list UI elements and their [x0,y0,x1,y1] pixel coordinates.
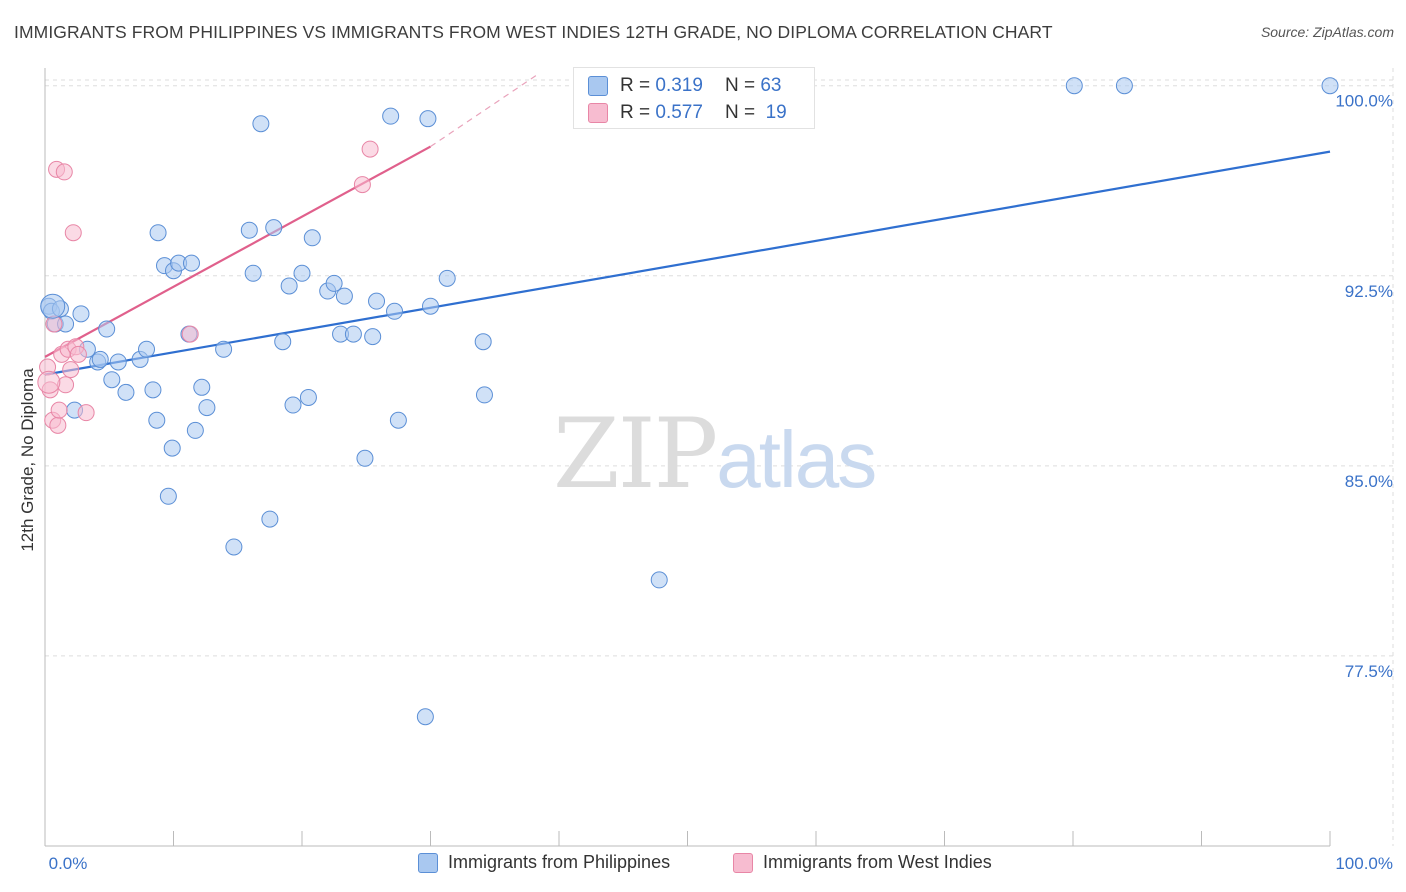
philippines-point [364,328,382,346]
west-indies-point [353,176,371,194]
y-tick-label: 100.0% [1335,92,1393,111]
west-indies-r-value: 0.577 [655,102,703,123]
west-indies-point [50,401,68,419]
philippines-point [215,340,233,358]
n-label: N = [724,102,756,123]
philippines-point [159,487,177,505]
philippines-point [325,274,343,292]
west-indies-point [62,361,80,379]
philippines-point [389,411,407,429]
philippines-point [261,510,279,528]
philippines-point [148,411,166,429]
philippines-trend-line [44,150,1331,376]
tick-labels: 77.5% 85.0% 92.5% 100.0% 0.0% 100.0% [49,92,1393,873]
philippines-point [303,229,321,247]
philippines-point [284,396,302,414]
philippines-point [416,708,434,726]
philippines-point [650,571,668,589]
philippines-point [240,221,258,239]
west-indies-point [69,345,87,363]
philippines-point [265,219,283,237]
philippines-point [193,378,211,396]
west-indies-swatch [588,103,608,123]
philippines-n-value: 63 [760,75,782,96]
stats-row-west-indies: R = 0.577 N = 19 [588,100,787,126]
source-label: Source: ZipAtlas.com [1260,24,1394,40]
philippines-point [438,269,456,287]
philippines-point [293,264,311,282]
philippines-point [1321,77,1339,95]
philippines-point [1115,77,1133,95]
stats-legend: R = 0.319 N = 63 R = 0.577 N = 19 [573,67,815,129]
philippines-point [72,305,90,323]
philippines-r-value: 0.319 [655,75,703,96]
philippines-point [382,107,400,125]
r-label: R = [620,75,651,96]
philippines-point [422,297,439,315]
west-indies-point [37,370,61,394]
west-indies-legend-swatch [733,852,753,873]
philippines-point [475,386,493,404]
west-indies-point [55,163,73,181]
philippines-legend-label: Immigrants from Philippines [448,852,671,872]
y-tick-label: 92.5% [1345,282,1393,301]
philippines-point [474,333,492,351]
philippines-point [144,381,162,399]
philippines-point [163,439,181,457]
philippines-point [117,383,135,401]
philippines-point [91,350,109,368]
philippines-point [98,320,116,338]
philippines-point [198,399,216,417]
y-tick-label: 77.5% [1345,662,1393,681]
philippines-point [280,277,298,295]
philippines-point [109,353,127,371]
philippines-point [335,287,353,305]
west-indies-point [49,416,67,434]
axes [44,68,1331,847]
philippines-point [244,264,262,282]
philippines-point [186,421,204,439]
philippines-point [225,538,243,556]
philippines-point [252,115,270,133]
philippines-point [149,224,167,242]
x-tick-label: 0.0% [49,854,88,873]
philippines-point [299,388,317,406]
philippines-point [356,449,374,467]
philippines-point [419,110,437,128]
philippines-point [182,254,200,272]
x-tick-label: 100.0% [1335,854,1393,873]
y-tick-label: 85.0% [1345,472,1393,491]
west-indies-point [77,404,95,422]
legend-item-philippines[interactable]: Immigrants from Philippines [418,852,670,873]
west-indies-legend-label: Immigrants from West Indies [763,852,992,872]
watermark: ZIPatlas [553,398,877,510]
philippines-point [344,325,362,343]
stats-row-philippines: R = 0.319 N = 63 [588,73,781,99]
r-label: R = [620,102,651,123]
west-indies-point [64,224,82,242]
n-label: N = [724,75,756,96]
data-points [37,77,1339,726]
legend-item-west-indies[interactable]: Immigrants from West Indies [733,852,992,873]
grid-lines [45,68,1394,846]
philippines-legend-swatch [418,852,438,873]
philippines-point [1065,77,1083,95]
west-indies-point [181,325,199,343]
west-indies-n-value: 19 [765,102,787,123]
philippines-swatch [588,76,608,96]
west-indies-trend-extension [430,72,541,148]
philippines-point [386,302,404,320]
philippines-point [40,293,66,319]
philippines-point [103,371,121,389]
philippines-point [368,292,386,310]
philippines-point [138,340,156,358]
chart-title: IMMIGRANTS FROM PHILIPPINES VS IMMIGRANT… [14,22,1053,42]
y-axis-label: 12th Grade, No Diploma [18,368,37,552]
philippines-point [274,333,292,351]
west-indies-point [361,140,379,158]
